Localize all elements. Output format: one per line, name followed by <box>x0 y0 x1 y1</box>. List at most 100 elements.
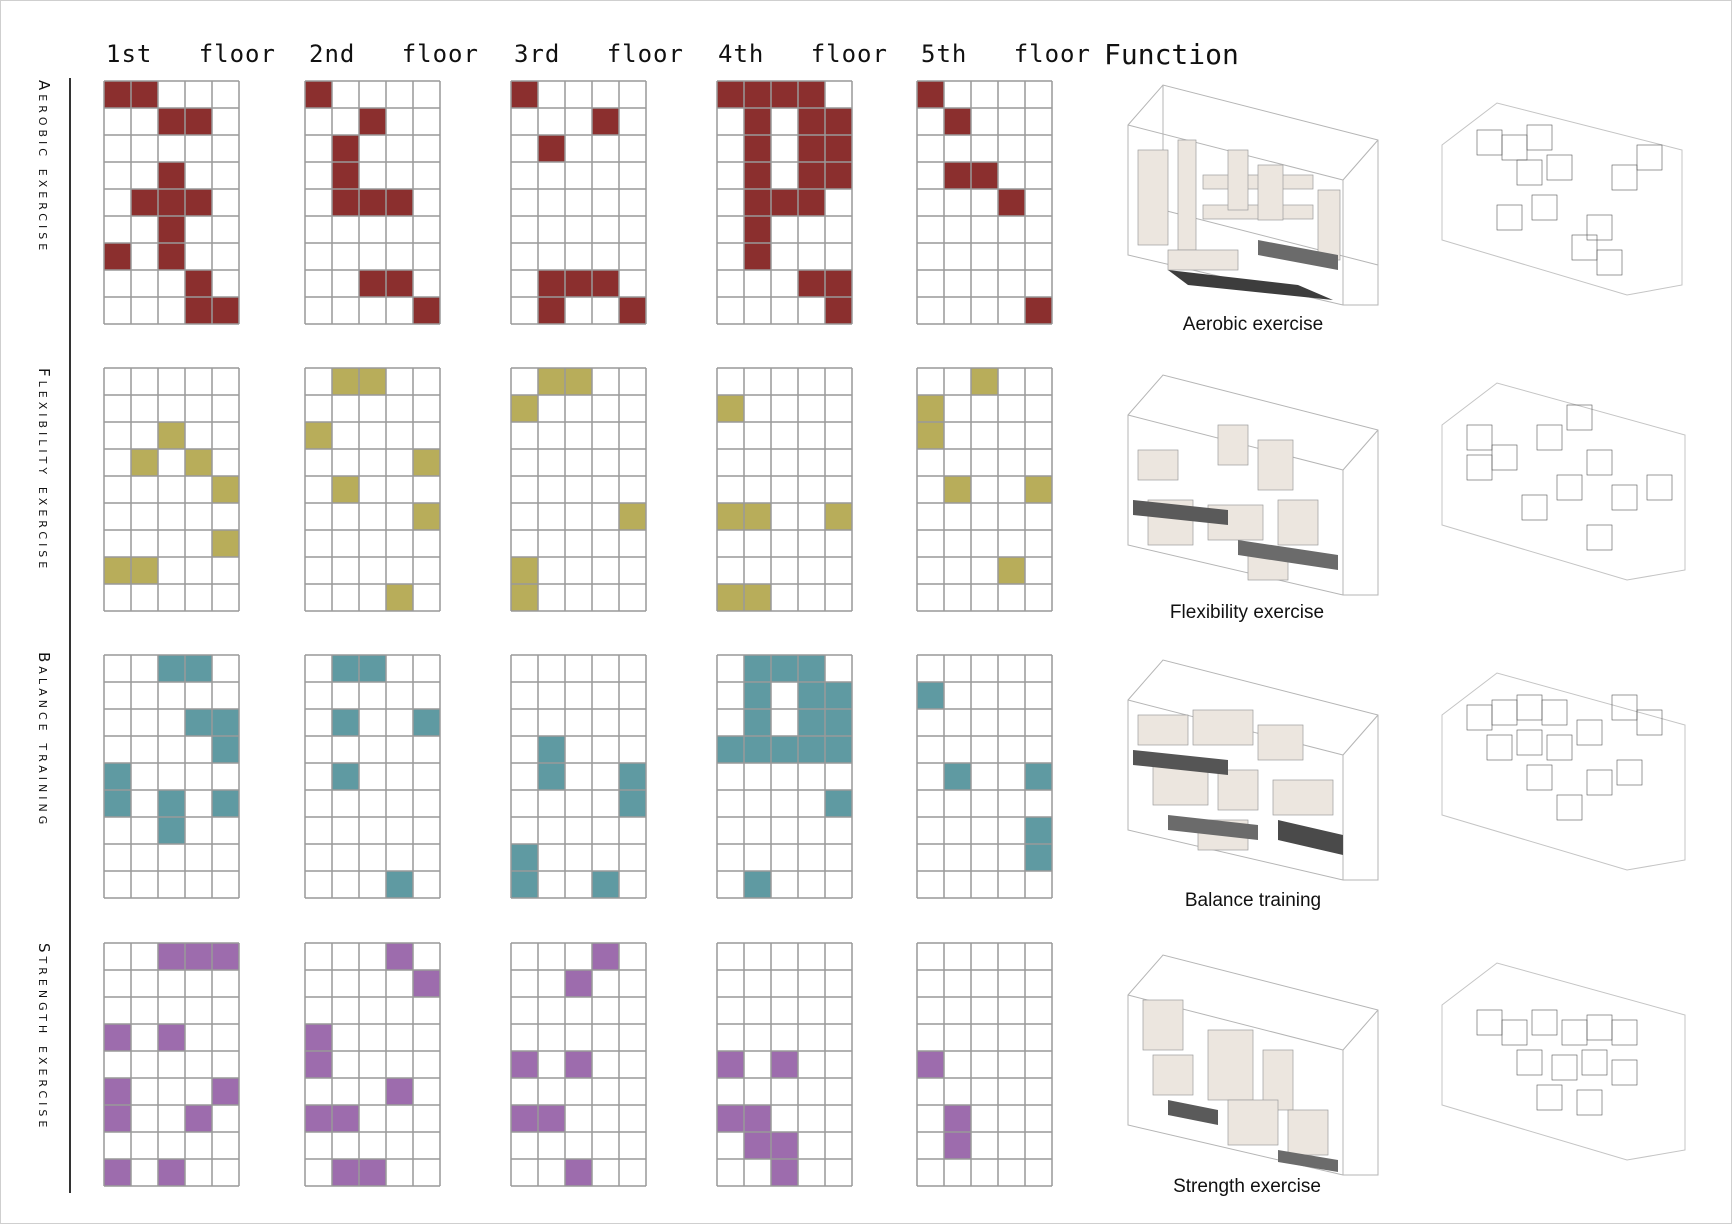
grid-cell-filled <box>565 1051 592 1078</box>
grid-cell-filled <box>104 763 131 790</box>
grid-cell-filled <box>332 368 359 395</box>
grid-cell-filled <box>744 1105 771 1132</box>
grid-cell-filled <box>332 709 359 736</box>
grid-cell-filled <box>798 736 825 763</box>
grid-cell-filled <box>332 189 359 216</box>
grid-cell-filled <box>717 1051 744 1078</box>
grid-cell-filled <box>944 162 971 189</box>
grid-cell-filled <box>305 81 332 108</box>
grid-cell-filled <box>592 871 619 898</box>
grid-cell-filled <box>565 270 592 297</box>
grid-cell-filled <box>158 943 185 970</box>
grid-cell-filled <box>185 943 212 970</box>
grid-cell-filled <box>185 189 212 216</box>
grid-cell-filled <box>744 162 771 189</box>
grid-cell-filled <box>131 81 158 108</box>
grid-cell-filled <box>1025 763 1052 790</box>
grid-cell-filled <box>825 135 852 162</box>
grid-cell-filled <box>511 1105 538 1132</box>
grid-cell-filled <box>744 189 771 216</box>
grid-cell-filled <box>825 162 852 189</box>
grid-cell-filled <box>798 682 825 709</box>
function-caption-aerobic: Aerobic exercise <box>1182 314 1324 335</box>
grid-cell-filled <box>131 557 158 584</box>
grid-cell-filled <box>744 503 771 530</box>
grid-cell-filled <box>511 584 538 611</box>
grid-cell-filled <box>104 1024 131 1051</box>
grid-cell-filled <box>185 655 212 682</box>
grid-cell-filled <box>717 503 744 530</box>
grid-cell-filled <box>212 297 239 324</box>
floor-label-2: 2nd floor <box>309 40 479 68</box>
grid-cell-filled <box>185 1105 212 1132</box>
grid-cell-filled <box>825 297 852 324</box>
grid-cell-filled <box>744 655 771 682</box>
grid-cell-filled <box>744 682 771 709</box>
grid-cell-filled <box>825 108 852 135</box>
grid-cell-filled <box>565 970 592 997</box>
grid-cell-filled <box>744 871 771 898</box>
grid-strength-floor-4 <box>716 942 853 1187</box>
grid-cell-filled <box>944 108 971 135</box>
grid-cell-filled <box>104 1078 131 1105</box>
grid-cell-filled <box>825 790 852 817</box>
grid-cell-filled <box>717 736 744 763</box>
balance-wireframe <box>1441 672 1686 871</box>
grid-cell-filled <box>771 1159 798 1186</box>
grid-cell-filled <box>744 1132 771 1159</box>
grid-cell-filled <box>717 1105 744 1132</box>
grid-cell-filled <box>332 135 359 162</box>
grid-cell-filled <box>717 584 744 611</box>
grid-cell-filled <box>158 655 185 682</box>
grid-cell-filled <box>825 682 852 709</box>
grid-cell-filled <box>592 108 619 135</box>
grid-cell-filled <box>511 1051 538 1078</box>
grid-cell-filled <box>744 81 771 108</box>
grid-cell-filled <box>386 871 413 898</box>
grid-strength-floor-5 <box>916 942 1053 1187</box>
grid-flexibility-floor-3 <box>510 367 647 612</box>
grid-cell-filled <box>565 368 592 395</box>
grid-cell-filled <box>413 297 440 324</box>
grid-cell-filled <box>386 270 413 297</box>
grid-cell-filled <box>771 1132 798 1159</box>
grid-cell-filled <box>185 449 212 476</box>
grid-strength-floor-3 <box>510 942 647 1187</box>
grid-cell-filled <box>1025 476 1052 503</box>
grid-cell-filled <box>619 763 646 790</box>
grid-cell-filled <box>538 368 565 395</box>
grid-cell-filled <box>944 763 971 790</box>
grid-cell-filled <box>944 476 971 503</box>
vertical-divider-line <box>69 78 71 1193</box>
grid-cell-filled <box>332 763 359 790</box>
floor-label-3: 3rd floor <box>514 40 684 68</box>
grid-cell-filled <box>131 449 158 476</box>
grid-balance-floor-1 <box>103 654 240 899</box>
grid-cell-filled <box>359 189 386 216</box>
grid-cell-filled <box>744 736 771 763</box>
grid-cell-filled <box>917 395 944 422</box>
grid-cell-filled <box>158 162 185 189</box>
grid-cell-filled <box>771 736 798 763</box>
grid-cell-filled <box>917 1051 944 1078</box>
grid-cell-filled <box>798 709 825 736</box>
grid-cell-filled <box>944 1105 971 1132</box>
grid-cell-filled <box>592 943 619 970</box>
grid-cell-filled <box>413 709 440 736</box>
grid-cell-filled <box>104 81 131 108</box>
grid-cell-filled <box>212 943 239 970</box>
grid-cell-filled <box>592 270 619 297</box>
grid-cell-filled <box>825 270 852 297</box>
grid-cell-filled <box>744 584 771 611</box>
grid-cell-filled <box>305 422 332 449</box>
grid-cell-filled <box>413 503 440 530</box>
grid-cell-filled <box>538 763 565 790</box>
flexibility-wireframe <box>1441 382 1686 581</box>
grid-cell-filled <box>359 108 386 135</box>
grid-flexibility-floor-2 <box>304 367 441 612</box>
row-label-aerobic: Aerobic exercise <box>35 80 53 255</box>
grid-cell-filled <box>158 243 185 270</box>
row-label-strength: Strength exercise <box>35 943 53 1132</box>
grid-cell-filled <box>538 297 565 324</box>
grid-cell-filled <box>511 395 538 422</box>
